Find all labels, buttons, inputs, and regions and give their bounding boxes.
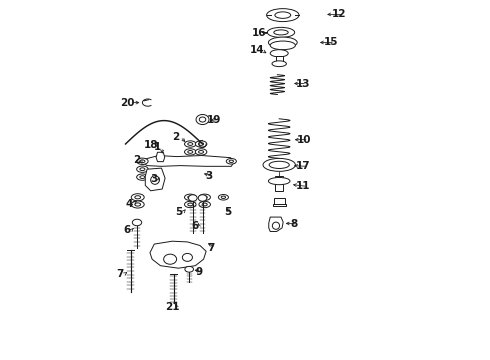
Ellipse shape: [221, 196, 225, 198]
Text: 2: 2: [172, 132, 179, 142]
Text: 13: 13: [295, 78, 310, 89]
Text: 7: 7: [207, 243, 215, 253]
Ellipse shape: [140, 160, 145, 163]
Text: 17: 17: [296, 161, 311, 171]
Ellipse shape: [132, 219, 142, 226]
Text: 6: 6: [191, 221, 198, 231]
Ellipse shape: [196, 114, 209, 125]
Ellipse shape: [188, 203, 193, 206]
Ellipse shape: [269, 37, 297, 48]
Ellipse shape: [185, 149, 196, 155]
Ellipse shape: [137, 166, 148, 172]
Text: 3: 3: [205, 171, 213, 181]
Ellipse shape: [275, 12, 291, 18]
Text: 14: 14: [250, 45, 265, 55]
Ellipse shape: [189, 195, 197, 201]
Text: 9: 9: [196, 267, 202, 277]
Text: 8: 8: [290, 219, 297, 229]
Ellipse shape: [198, 195, 207, 201]
Ellipse shape: [131, 201, 144, 208]
Ellipse shape: [272, 61, 286, 67]
Ellipse shape: [164, 254, 176, 264]
Text: 5: 5: [175, 207, 182, 217]
Ellipse shape: [188, 143, 193, 145]
Text: 4: 4: [125, 199, 133, 209]
Ellipse shape: [226, 158, 236, 164]
Ellipse shape: [272, 222, 280, 229]
Bar: [274, 198, 285, 204]
Ellipse shape: [196, 149, 207, 155]
Text: 3: 3: [150, 174, 158, 184]
Ellipse shape: [202, 203, 207, 206]
Text: 15: 15: [323, 37, 338, 48]
Text: 6: 6: [123, 225, 130, 235]
Ellipse shape: [182, 253, 193, 261]
Text: 18: 18: [144, 140, 158, 150]
Ellipse shape: [196, 141, 207, 147]
Bar: [275, 56, 283, 64]
Text: 16: 16: [251, 28, 266, 38]
Ellipse shape: [140, 176, 145, 179]
Ellipse shape: [199, 117, 206, 122]
Text: 11: 11: [296, 181, 311, 192]
Polygon shape: [156, 152, 165, 162]
Polygon shape: [150, 241, 206, 268]
Polygon shape: [269, 217, 283, 231]
Text: 2: 2: [133, 155, 140, 165]
Ellipse shape: [185, 141, 196, 147]
Ellipse shape: [198, 150, 204, 153]
Ellipse shape: [199, 201, 210, 208]
Ellipse shape: [263, 158, 295, 171]
Ellipse shape: [269, 161, 289, 168]
Ellipse shape: [188, 150, 193, 153]
Polygon shape: [145, 168, 165, 191]
Text: 21: 21: [165, 302, 179, 312]
Ellipse shape: [274, 30, 288, 35]
Ellipse shape: [270, 50, 288, 57]
Ellipse shape: [185, 194, 196, 201]
Text: 12: 12: [332, 9, 346, 19]
Ellipse shape: [185, 266, 194, 272]
Text: 19: 19: [207, 114, 221, 125]
Ellipse shape: [268, 27, 294, 37]
Ellipse shape: [135, 203, 141, 206]
Ellipse shape: [185, 201, 196, 208]
Ellipse shape: [140, 168, 145, 171]
Ellipse shape: [270, 41, 295, 50]
Ellipse shape: [219, 194, 228, 200]
Ellipse shape: [188, 196, 193, 199]
Text: 10: 10: [297, 135, 312, 145]
Text: 7: 7: [116, 269, 123, 279]
Text: 20: 20: [120, 98, 134, 108]
Ellipse shape: [202, 196, 207, 199]
Ellipse shape: [198, 143, 204, 145]
Text: 5: 5: [224, 207, 231, 217]
Bar: [275, 176, 283, 191]
Ellipse shape: [137, 174, 148, 180]
Text: 1: 1: [154, 142, 162, 152]
Ellipse shape: [229, 160, 233, 162]
Ellipse shape: [199, 194, 210, 201]
Ellipse shape: [131, 194, 144, 201]
Polygon shape: [143, 156, 233, 166]
Ellipse shape: [267, 9, 299, 22]
Ellipse shape: [151, 176, 159, 184]
Ellipse shape: [137, 158, 148, 165]
Ellipse shape: [269, 177, 290, 185]
Ellipse shape: [135, 196, 141, 199]
